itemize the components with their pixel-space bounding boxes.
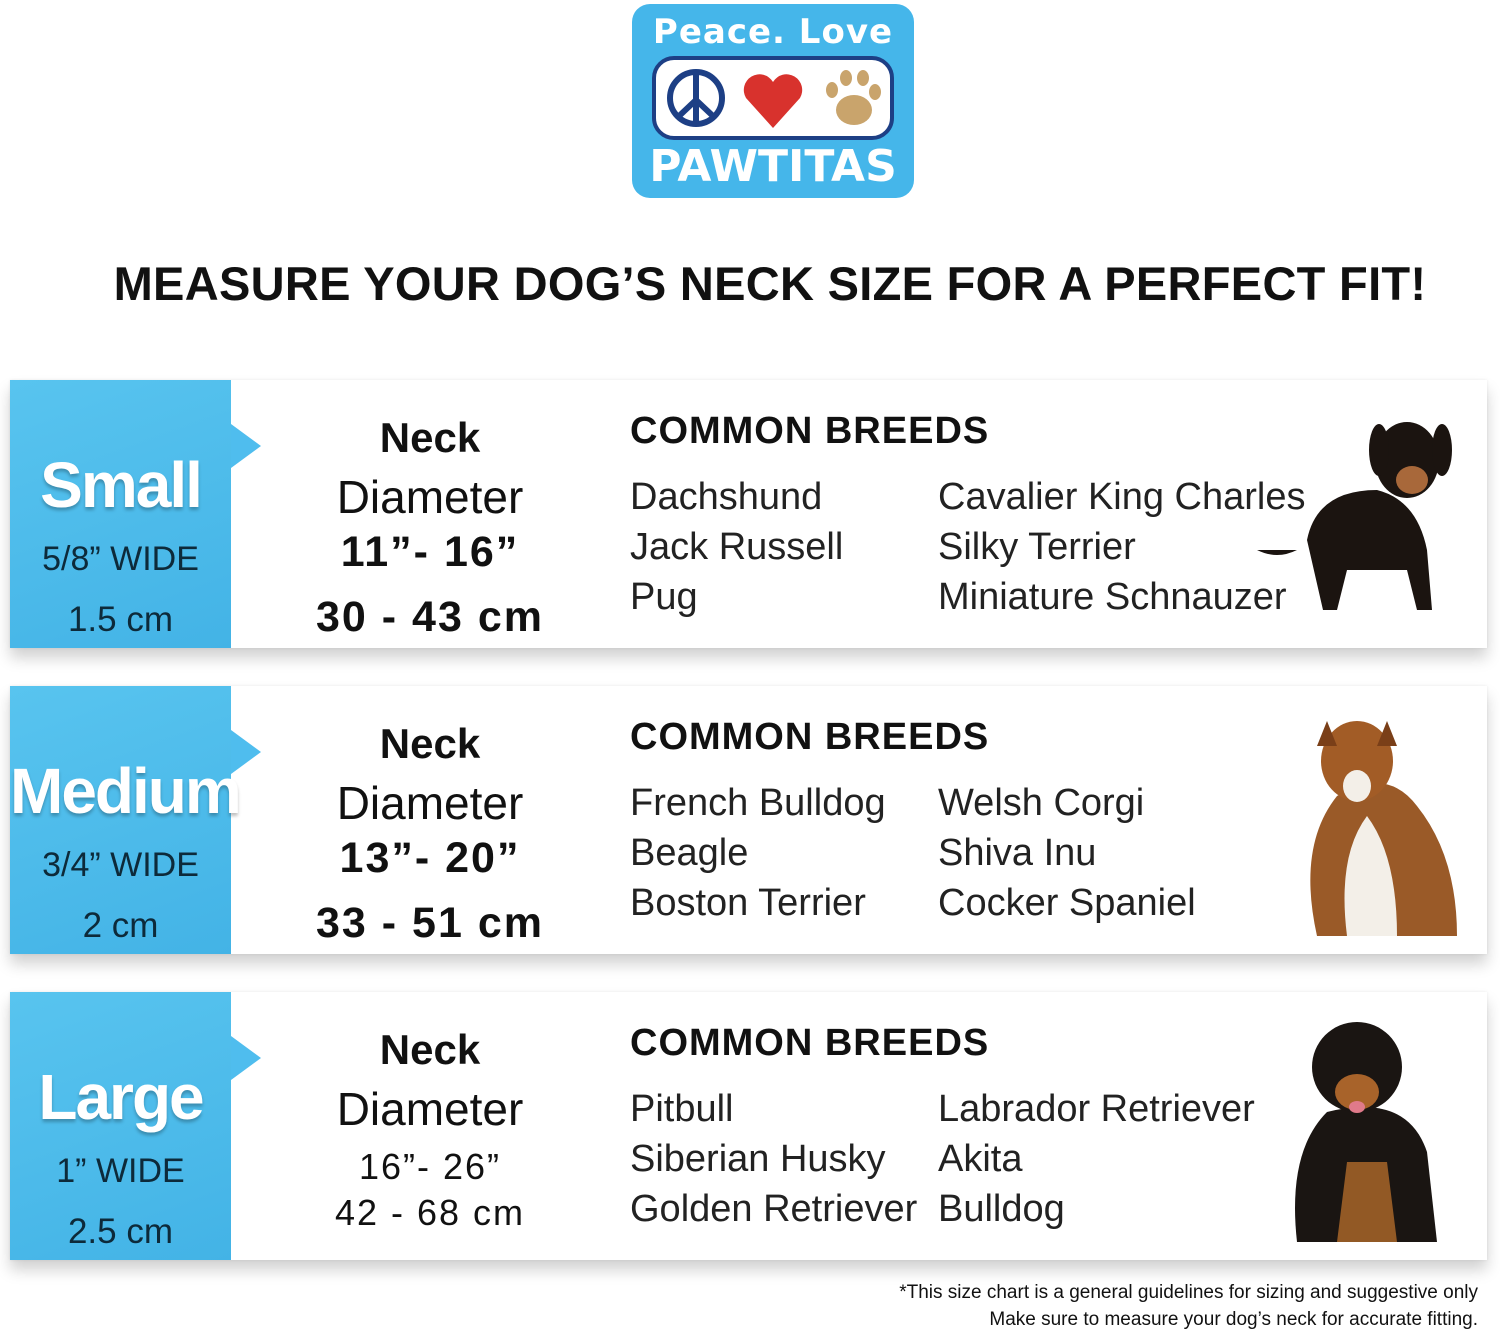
size-row: Large 1” WIDE 2.5 cm Neck Diameter 16”- … <box>10 992 1487 1260</box>
collar-width-inches: 5/8” WIDE <box>42 540 199 578</box>
breed-item: Boston Terrier <box>630 882 866 924</box>
neck-diameter-block: Neck Diameter 13”- 20” 33 - 51 cm <box>290 686 570 948</box>
breeds-column-1: Pitbull Siberian Husky Golden Retriever <box>630 1084 917 1234</box>
neck-diameter-block: Neck Diameter 11”- 16” 30 - 43 cm <box>290 380 570 642</box>
size-label-panel: Large 1” WIDE 2.5 cm <box>10 992 261 1260</box>
breeds-column-2: Labrador Retriever Akita Bulldog <box>938 1084 1255 1234</box>
footnote-line-2: Make sure to measure your dog’s neck for… <box>989 1309 1478 1330</box>
diameter-label: Diameter <box>336 777 524 829</box>
breeds-column-2: Welsh Corgi Shiva Inu Cocker Spaniel <box>938 778 1196 928</box>
breed-item: Cavalier King Charles <box>938 476 1306 518</box>
size-name: Small <box>40 449 203 521</box>
breeds-column-2: Cavalier King Charles Silky Terrier Miniat… <box>938 472 1306 622</box>
dog-photo <box>1257 422 1452 610</box>
size-name: Medium <box>10 755 242 827</box>
breed-item: Beagle <box>630 832 749 874</box>
diameter-label: Diameter <box>336 471 524 523</box>
collar-width-inches: 3/4” WIDE <box>42 846 199 884</box>
breeds-column-1: French Bulldog Beagle Boston Terrier <box>630 778 886 928</box>
neck-label: Neck <box>379 414 481 461</box>
neck-range-inches: 13”- 20” <box>339 834 521 882</box>
diameter-label: Diameter <box>336 1083 524 1135</box>
breed-item: Bulldog <box>938 1188 1065 1230</box>
neck-range-inches: 11”- 16” <box>340 528 520 576</box>
size-row: Medium 3/4” WIDE 2 cm Neck Diameter 13”-… <box>10 686 1487 954</box>
neck-range-cm: 33 - 51 cm <box>316 899 544 947</box>
breed-item: French Bulldog <box>630 782 886 824</box>
breed-item: Golden Retriever <box>630 1188 918 1230</box>
collar-width-inches: 1” WIDE <box>56 1152 185 1190</box>
page-headline: MEASURE YOUR DOG’S NECK SIZE FOR A PERFE… <box>113 257 1427 310</box>
breed-item: Miniature Schnauzer <box>938 576 1287 618</box>
common-breeds-heading: COMMON BREEDS <box>630 410 990 452</box>
breed-item: Siberian Husky <box>630 1138 886 1180</box>
common-breeds-heading: COMMON BREEDS <box>630 716 990 758</box>
logo-brand-name: PAWTITAS <box>649 141 897 192</box>
breed-item: Dachshund <box>630 476 823 518</box>
common-breeds-heading: COMMON BREEDS <box>630 1022 990 1064</box>
size-row: Small 5/8” WIDE 1.5 cm Neck Diameter 11”… <box>10 380 1487 648</box>
brand-logo: Peace. Love & PAWTITAS <box>632 4 914 198</box>
collar-width-cm: 1.5 cm <box>67 600 174 639</box>
breed-item: Labrador Retriever <box>938 1088 1255 1130</box>
breed-item: Jack Russell <box>630 526 844 568</box>
collar-width-cm: 2 cm <box>82 906 159 945</box>
neck-label: Neck <box>379 720 481 767</box>
breed-item: Pug <box>630 576 698 618</box>
breed-item: Cocker Spaniel <box>938 882 1196 924</box>
dog-photo <box>1310 721 1457 936</box>
neck-label: Neck <box>379 1026 481 1073</box>
dog-photo <box>1295 1022 1437 1242</box>
neck-range-cm: 30 - 43 cm <box>316 593 544 641</box>
neck-range-inches: 16”- 26” <box>358 1146 502 1187</box>
size-label-panel: Medium 3/4” WIDE 2 cm <box>10 686 261 954</box>
heart-icon <box>743 74 803 128</box>
logo-icon-band <box>652 56 894 140</box>
peace-sign-icon <box>667 69 725 127</box>
breed-item: Akita <box>938 1138 1023 1180</box>
neck-diameter-block: Neck Diameter 16”- 26” 42 - 68 cm <box>290 992 570 1234</box>
breed-item: Shiva Inu <box>938 832 1097 874</box>
breed-item: Silky Terrier <box>938 526 1136 568</box>
collar-width-cm: 2.5 cm <box>67 1212 174 1251</box>
neck-range-cm: 42 - 68 cm <box>334 1192 526 1233</box>
breed-item: Pitbull <box>630 1088 734 1130</box>
size-name: Large <box>38 1061 204 1133</box>
breed-item: Welsh Corgi <box>938 782 1145 824</box>
size-label-panel: Small 5/8” WIDE 1.5 cm <box>10 380 261 648</box>
paw-icon <box>826 70 881 125</box>
footnote-line-1: *This size chart is a general guidelines… <box>899 1282 1478 1303</box>
breeds-column-1: Dachshund Jack Russell Pug <box>630 472 843 622</box>
